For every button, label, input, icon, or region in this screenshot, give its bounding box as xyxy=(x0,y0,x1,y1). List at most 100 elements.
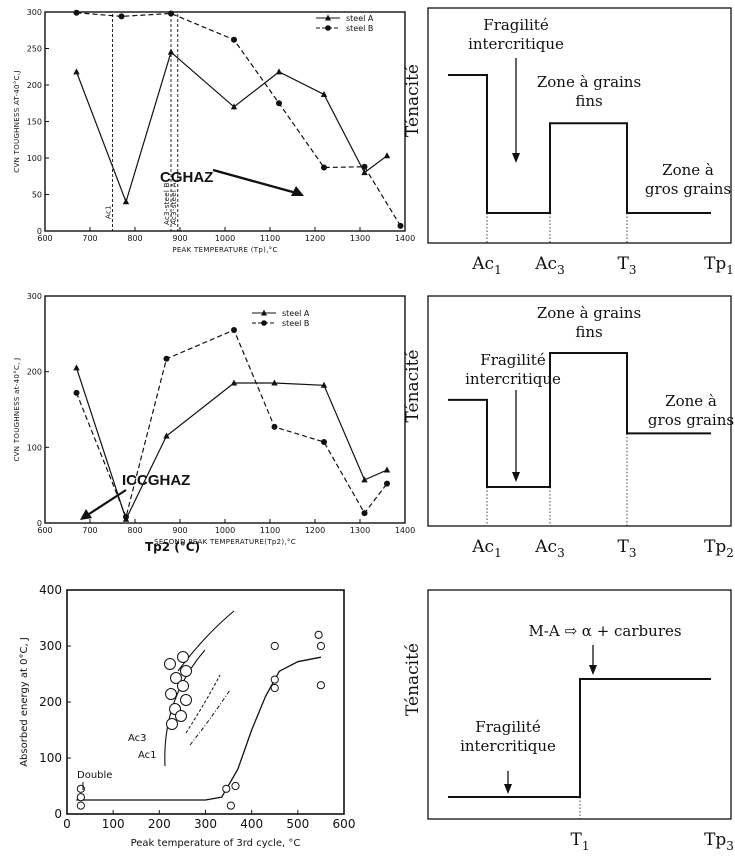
data-point-circle xyxy=(321,164,327,171)
cluster-point xyxy=(165,688,177,700)
cluster-point xyxy=(180,694,192,706)
y-tick-label: 300 xyxy=(39,639,62,653)
x-tick-label: 300 xyxy=(194,817,217,831)
x-axis-label: SECOND PEAK TEMPERATURE(Tp2),°C xyxy=(154,538,296,546)
x-tick-label: 800 xyxy=(127,526,142,535)
legend-entry: steel A xyxy=(282,309,310,318)
data-point-circle xyxy=(118,13,125,20)
schematic-toughness-tp3: Ténacité T1 Tp3 Fragilité intercritique M-A ⇨… xyxy=(403,589,734,853)
data-point-triangle xyxy=(122,198,130,205)
annotation-grains-fins: Zone à grains fins xyxy=(537,304,641,341)
annotation-arrow-head xyxy=(80,509,92,520)
annotation-gros-grains: Zone à gros grains xyxy=(648,392,734,429)
data-point-open xyxy=(270,641,279,651)
y-axis-label: CVN TOUGHNESS at-40°C, J xyxy=(13,357,21,461)
data-point-open xyxy=(316,681,326,690)
cluster-point xyxy=(177,680,189,692)
y-axis-label: Ténacité xyxy=(403,349,423,422)
y-axis-label: Ténacité xyxy=(403,643,423,716)
vertical-guide-label: Ac3-steel B xyxy=(163,182,171,225)
y-tick-label: 200 xyxy=(27,81,42,90)
series-line xyxy=(75,329,388,519)
annotation-arrow-shaft xyxy=(85,489,127,517)
annotation-fragilite: Fragilité intercritique xyxy=(460,718,556,755)
x-tick-label: 0 xyxy=(63,817,71,831)
data-point-open xyxy=(314,630,323,639)
x-tick-label: 600 xyxy=(37,234,52,243)
data-point-triangle xyxy=(73,364,80,371)
data-point-circle xyxy=(384,480,390,487)
annotation-arrow-head xyxy=(291,186,304,196)
data-point-triangle xyxy=(320,90,328,97)
data-point-open xyxy=(76,793,85,802)
legend-marker xyxy=(325,14,331,21)
x-tick-label: 900 xyxy=(172,234,187,243)
x-tick-label: 900 xyxy=(172,526,187,535)
x-tick-label: 600 xyxy=(37,526,52,535)
data-point-triangle xyxy=(73,68,80,75)
y-tick-label: 200 xyxy=(39,695,62,709)
data-point-triangle xyxy=(167,48,175,55)
schematic-toughness-tp2: Ténacité Ac1 Ac3 T3 Tp2 Fragilité intercritiqu… xyxy=(403,295,734,560)
chart-cvn-cghaz: 600 700 800 900 1000 1100 1200 1300 1400 0 50 100 15… xyxy=(13,8,415,254)
data-point-open xyxy=(231,781,240,791)
data-point-open xyxy=(222,784,231,793)
x-tick-label: 1000 xyxy=(215,526,235,535)
data-point-open xyxy=(316,641,326,651)
data-point-triangle xyxy=(383,152,391,159)
data-point-circle xyxy=(321,439,327,446)
x-tick-label: 1000 xyxy=(215,234,235,243)
x-axis-mark-label: Tp2 xyxy=(704,537,734,560)
data-point-circle xyxy=(231,36,237,43)
data-point-open xyxy=(270,683,279,693)
y-axis-label: Absorbed energy at 0°C, J xyxy=(19,637,30,767)
data-point-open xyxy=(226,801,235,810)
y-tick-label: 200 xyxy=(27,368,42,377)
x-tick-label: 800 xyxy=(127,234,142,243)
y-tick-label: 0 xyxy=(54,807,62,821)
legend-entry: steel A xyxy=(346,14,374,23)
y-axis-label: Ténacité xyxy=(403,64,423,137)
diagram-frame xyxy=(427,7,732,244)
annotation-double-cycle: Double xyxy=(77,770,112,781)
legend-marker xyxy=(261,320,267,326)
data-point-triangle xyxy=(320,381,328,388)
data-point-open xyxy=(76,801,85,810)
cluster-point xyxy=(180,665,192,677)
diagram-frame xyxy=(427,589,732,820)
series-line xyxy=(75,51,388,204)
y-tick-label: 250 xyxy=(27,45,42,54)
x-tick-label: 1200 xyxy=(305,234,325,243)
data-point-triangle xyxy=(361,169,368,176)
y-tick-label: 100 xyxy=(27,154,42,163)
series-line xyxy=(76,12,402,227)
x-axis-mark-label: Ac1 xyxy=(471,254,501,277)
x-axis-mark-label: Tp3 xyxy=(704,830,734,853)
plot-frame xyxy=(44,295,406,524)
x-tick-label: 100 xyxy=(102,817,125,831)
trend-curve xyxy=(76,656,322,801)
data-point-triangle xyxy=(230,103,238,110)
data-point-circle xyxy=(73,389,80,396)
annotation-arrow-head xyxy=(589,665,597,675)
x-tick-label: 1400 xyxy=(395,234,415,243)
x-axis-mark-label: Ac3 xyxy=(534,537,564,560)
data-point-triangle xyxy=(271,379,278,386)
ac-arc xyxy=(185,674,221,734)
annotation-cghaz: CGHAZ xyxy=(160,169,213,186)
data-point-triangle xyxy=(383,466,391,473)
x-tick-label: 1100 xyxy=(260,234,280,243)
annotation-arrow-head xyxy=(512,153,520,163)
y-tick-label: 50 xyxy=(32,191,42,200)
y-tick-label: 0 xyxy=(37,227,42,236)
y-tick-label: 0 xyxy=(37,519,42,528)
ac-arc xyxy=(189,689,231,746)
cluster-point xyxy=(166,718,178,730)
extra-axis-label: Tp2 (°C) xyxy=(145,540,200,554)
x-tick-label: 700 xyxy=(82,526,97,535)
x-tick-label: 1400 xyxy=(395,526,415,535)
annotation-fragilite: Fragilité intercritique xyxy=(468,16,564,53)
x-axis-mark-label: Ac3 xyxy=(534,254,564,277)
legend-marker xyxy=(325,25,331,31)
plot-frame xyxy=(44,11,406,232)
